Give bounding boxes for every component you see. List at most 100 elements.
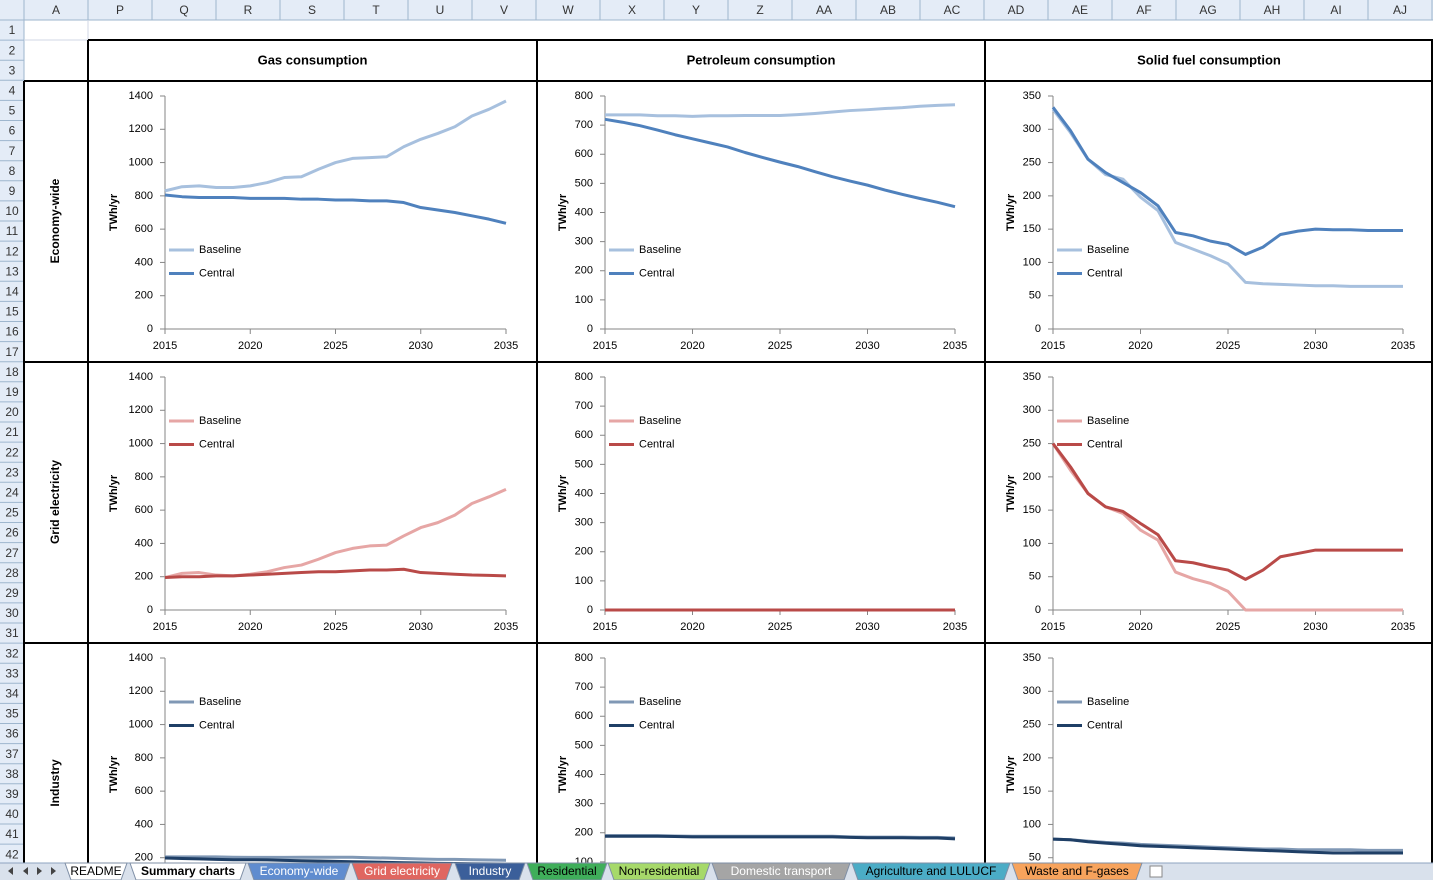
column-header[interactable]: X <box>628 3 636 17</box>
column-header[interactable]: AC <box>944 3 961 17</box>
row-header[interactable]: 22 <box>5 445 19 459</box>
sheet-tab-label[interactable]: Agriculture and LULUCF <box>866 864 997 878</box>
x-tick-label: 2015 <box>153 621 177 633</box>
sheet-tab-label[interactable]: README <box>70 864 121 878</box>
tab-nav-arrow[interactable] <box>8 867 13 875</box>
tab-nav-arrow[interactable] <box>37 867 42 875</box>
row-header[interactable]: 25 <box>5 506 19 520</box>
row-header[interactable]: 23 <box>5 465 19 479</box>
column-header[interactable]: AF <box>1136 3 1151 17</box>
sheet-tab-label[interactable]: Non-residential <box>619 864 700 878</box>
row-header[interactable]: 17 <box>5 345 19 359</box>
row-header[interactable]: 34 <box>5 686 19 700</box>
row-header[interactable]: 19 <box>5 385 19 399</box>
row-header[interactable]: 31 <box>5 626 19 640</box>
y-tick-label: 600 <box>135 504 153 516</box>
row-header[interactable]: 38 <box>5 767 19 781</box>
column-header[interactable]: Q <box>179 3 188 17</box>
sheet-tab-label[interactable]: Industry <box>469 864 512 878</box>
column-header[interactable]: A <box>52 3 60 17</box>
row-header[interactable]: 4 <box>9 83 16 97</box>
row-header[interactable]: 8 <box>9 164 16 178</box>
x-tick-label: 2015 <box>1041 340 1065 352</box>
row-header[interactable]: 36 <box>5 727 19 741</box>
legend-label: Baseline <box>639 415 681 427</box>
row-header[interactable]: 16 <box>5 325 19 339</box>
y-tick-label: 1400 <box>129 371 153 383</box>
row-header[interactable]: 5 <box>9 104 16 118</box>
row-header[interactable]: 39 <box>5 787 19 801</box>
row-header[interactable]: 6 <box>9 124 16 138</box>
sheet-tab-label[interactable]: Economy-wide <box>260 864 339 878</box>
column-header[interactable]: R <box>244 3 253 17</box>
row-header[interactable]: 24 <box>5 485 19 499</box>
column-header[interactable]: AH <box>1264 3 1281 17</box>
row-header[interactable]: 18 <box>5 365 19 379</box>
row-header[interactable]: 14 <box>5 284 19 298</box>
row-title: Industry <box>48 759 62 807</box>
column-header[interactable]: W <box>562 3 574 17</box>
row-header[interactable]: 30 <box>5 606 19 620</box>
sheet-tab-label[interactable]: Domestic transport <box>731 864 832 878</box>
row-header[interactable]: 28 <box>5 566 19 580</box>
legend-label: Baseline <box>199 415 241 427</box>
column-header[interactable]: Y <box>692 3 700 17</box>
sheet-tab-label[interactable]: Summary charts <box>141 864 235 878</box>
x-tick-label: 2025 <box>323 621 347 633</box>
chart: 0 200 400 600 800 1000 1200 1400 2015 2020 2025 203… <box>108 90 518 352</box>
x-tick-label: 2030 <box>1303 340 1327 352</box>
sheet-tab-label[interactable]: Residential <box>537 864 596 878</box>
row-header[interactable]: 3 <box>9 63 16 77</box>
row-header[interactable]: 12 <box>5 244 19 258</box>
column-header[interactable]: V <box>500 3 508 17</box>
tab-nav-arrow[interactable] <box>51 867 56 875</box>
row-header[interactable]: 27 <box>5 546 19 560</box>
tab-nav-arrow[interactable] <box>23 867 28 875</box>
row-header[interactable]: 20 <box>5 405 19 419</box>
row-header[interactable]: 33 <box>5 666 19 680</box>
column-header[interactable]: AI <box>1330 3 1341 17</box>
sheet-tab-label[interactable]: Waste and F-gases <box>1025 864 1129 878</box>
y-tick-label: 800 <box>135 190 153 202</box>
sheet-tab-label[interactable]: Grid electricity <box>364 864 440 878</box>
x-tick-label: 2020 <box>238 340 262 352</box>
y-tick-label: 250 <box>1023 718 1041 730</box>
column-header[interactable]: T <box>372 3 380 17</box>
column-header[interactable]: AD <box>1008 3 1025 17</box>
x-tick-label: 2020 <box>680 340 704 352</box>
legend-label: Central <box>639 438 674 450</box>
legend-label: Baseline <box>199 696 241 708</box>
row-header[interactable]: 11 <box>6 224 19 238</box>
x-tick-label: 2030 <box>855 621 879 633</box>
column-header[interactable]: AE <box>1072 3 1088 17</box>
row-header[interactable]: 2 <box>9 43 16 57</box>
x-tick-label: 2020 <box>1128 621 1152 633</box>
column-header[interactable]: AB <box>880 3 896 17</box>
row-header[interactable]: 37 <box>5 747 19 761</box>
row-header[interactable]: 29 <box>5 586 19 600</box>
row-header[interactable]: 7 <box>9 144 16 158</box>
column-header[interactable]: U <box>436 3 445 17</box>
row-header[interactable]: 9 <box>9 184 16 198</box>
row-header[interactable]: 41 <box>5 827 19 841</box>
row-header[interactable]: 32 <box>5 646 19 660</box>
row-header[interactable]: 1 <box>9 23 16 37</box>
column-header[interactable]: AJ <box>1393 3 1407 17</box>
chart: 0 200 400 600 800 1000 1200 1400 2015 2020 2025 203… <box>108 371 518 633</box>
series-line <box>164 99 507 193</box>
row-header[interactable]: 35 <box>5 707 19 721</box>
column-header[interactable]: AG <box>1199 3 1216 17</box>
row-header[interactable]: 15 <box>5 305 19 319</box>
row-header[interactable]: 40 <box>5 807 19 821</box>
y-tick-label: 150 <box>1023 504 1041 516</box>
row-header[interactable]: 42 <box>5 847 19 861</box>
column-header[interactable]: AA <box>816 3 832 17</box>
row-header[interactable]: 13 <box>5 264 19 278</box>
column-header[interactable]: S <box>308 3 316 17</box>
column-header[interactable]: Z <box>756 3 763 17</box>
column-header[interactable]: P <box>116 3 124 17</box>
row-header[interactable]: 10 <box>5 204 19 218</box>
new-sheet-button[interactable] <box>1149 865 1163 878</box>
row-header[interactable]: 26 <box>5 526 19 540</box>
row-header[interactable]: 21 <box>5 425 19 439</box>
